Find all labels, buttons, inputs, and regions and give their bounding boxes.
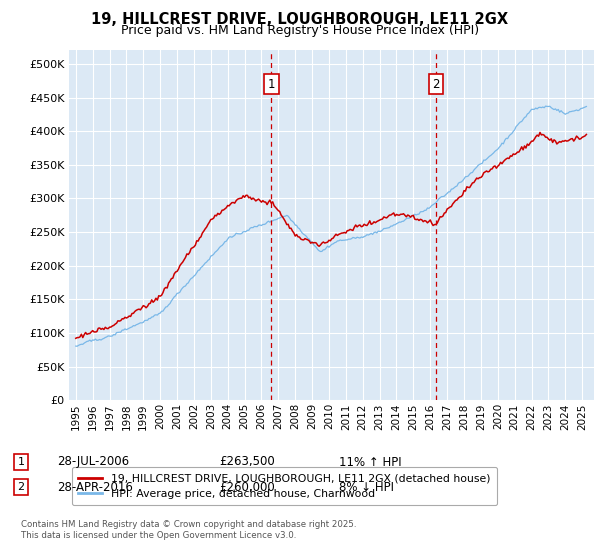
Text: 1: 1 [268,77,275,91]
Text: 28-APR-2016: 28-APR-2016 [57,480,133,494]
Text: 11% ↑ HPI: 11% ↑ HPI [339,455,401,469]
Legend: 19, HILLCREST DRIVE, LOUGHBOROUGH, LE11 2GX (detached house), HPI: Average price: 19, HILLCREST DRIVE, LOUGHBOROUGH, LE11 … [72,467,497,506]
Text: 19, HILLCREST DRIVE, LOUGHBOROUGH, LE11 2GX: 19, HILLCREST DRIVE, LOUGHBOROUGH, LE11 … [91,12,509,27]
Text: Price paid vs. HM Land Registry's House Price Index (HPI): Price paid vs. HM Land Registry's House … [121,24,479,36]
Text: Contains HM Land Registry data © Crown copyright and database right 2025.
This d: Contains HM Land Registry data © Crown c… [21,520,356,540]
Text: 1: 1 [17,457,25,467]
Text: 2: 2 [432,77,440,91]
Text: 8% ↓ HPI: 8% ↓ HPI [339,480,394,494]
Text: £260,000: £260,000 [219,480,275,494]
Text: 2: 2 [17,482,25,492]
Text: 28-JUL-2006: 28-JUL-2006 [57,455,129,469]
Text: £263,500: £263,500 [219,455,275,469]
